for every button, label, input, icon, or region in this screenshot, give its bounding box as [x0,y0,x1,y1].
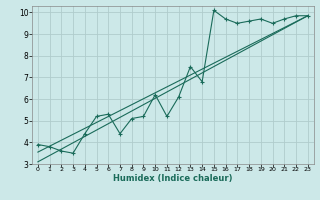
X-axis label: Humidex (Indice chaleur): Humidex (Indice chaleur) [113,174,233,183]
